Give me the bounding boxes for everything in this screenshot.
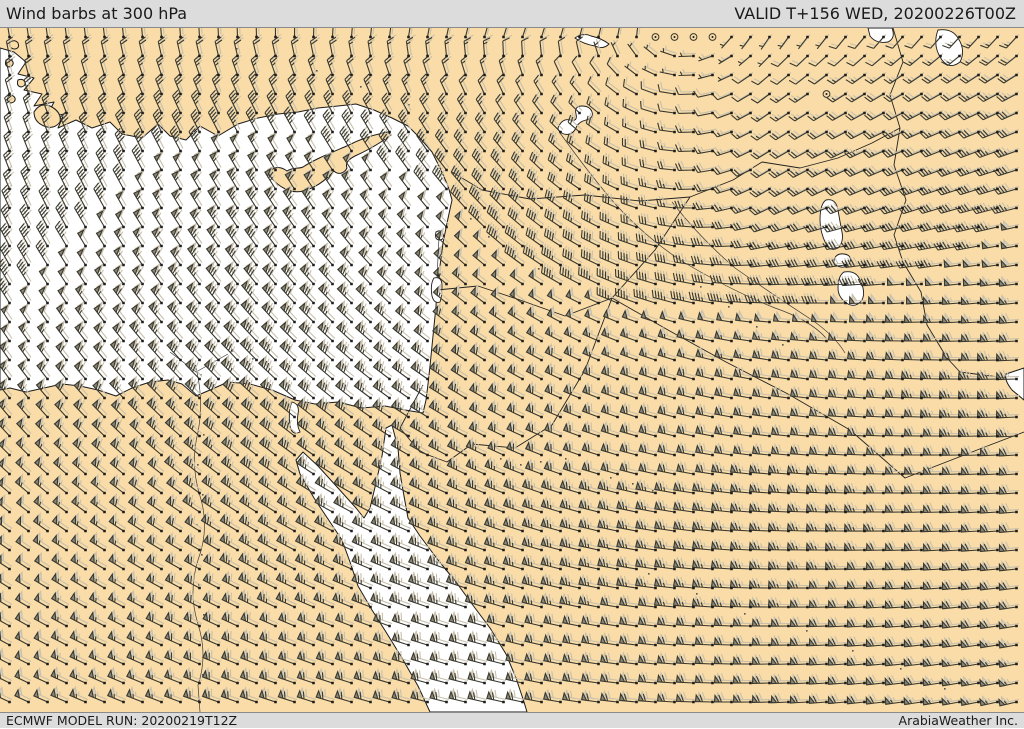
iran-iraq bbox=[893, 127, 1007, 379]
lake-tharthar bbox=[819, 199, 843, 250]
calm-station-dot bbox=[673, 36, 676, 38]
calm-station-dot bbox=[711, 36, 714, 38]
footer-bar: ECMWF MODEL RUN: 20200219T12Z ArabiaWeat… bbox=[0, 712, 1024, 728]
nile bbox=[192, 367, 205, 712]
map-canvas bbox=[0, 28, 1024, 712]
calm-station-icon bbox=[689, 33, 698, 41]
calm-station-dot bbox=[825, 93, 828, 95]
cyprus bbox=[268, 131, 392, 193]
calm-station-icon bbox=[651, 33, 660, 41]
lake-van bbox=[867, 28, 894, 43]
wind-barb-map bbox=[0, 28, 1024, 712]
calm-station-dot bbox=[654, 36, 657, 38]
wind-barbs bbox=[0, 28, 1017, 707]
header-bar: Wind barbs at 300 hPa VALID T+156 WED, 2… bbox=[0, 0, 1024, 28]
aegean-islet-3 bbox=[16, 78, 26, 88]
map-title: Wind barbs at 300 hPa bbox=[6, 4, 188, 23]
wind-barb-layer bbox=[0, 28, 1020, 707]
wind-barbs-shadow bbox=[0, 28, 1020, 704]
valid-time-label: VALID T+156 WED, 20200226T00Z bbox=[734, 4, 1016, 23]
calm-station-dot bbox=[692, 36, 695, 38]
lake-razazza bbox=[837, 271, 865, 306]
calm-station-icon bbox=[670, 33, 679, 41]
model-run-label: ECMWF MODEL RUN: 20200219T12Z bbox=[6, 713, 238, 728]
syria-jordan bbox=[436, 285, 613, 317]
calm-station-icon bbox=[822, 90, 831, 98]
attribution-label: ArabiaWeather Inc. bbox=[898, 713, 1018, 728]
calm-station-icon bbox=[708, 33, 717, 41]
syria-iraq bbox=[611, 196, 691, 299]
lake-tuz bbox=[574, 33, 610, 49]
